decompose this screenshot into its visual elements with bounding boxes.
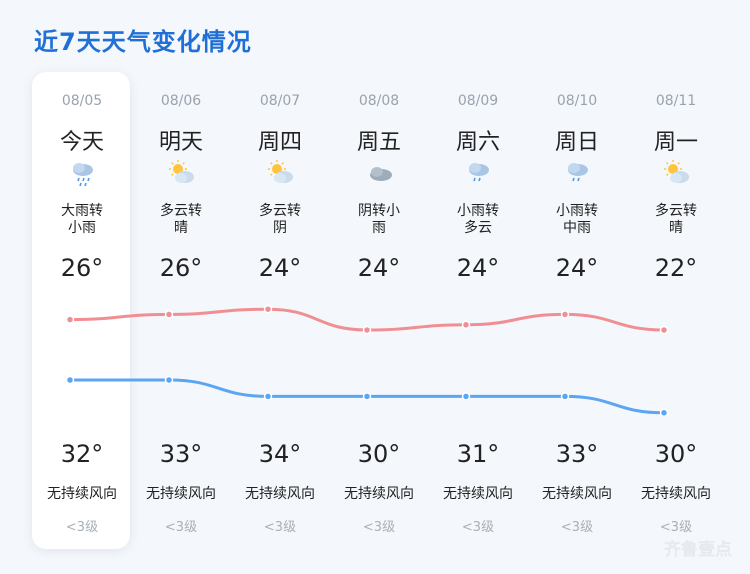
cool-temp-dot <box>65 375 75 385</box>
weather-desc-line: 晴 <box>669 220 683 236</box>
overcast-icon <box>365 158 395 188</box>
day-date: 08/08 <box>358 93 400 109</box>
cool-temp-dot <box>461 392 471 401</box>
warm-temp-dot <box>461 320 471 330</box>
weather-desc: 多云转阴 <box>230 203 330 237</box>
warm-temp-dot <box>659 325 669 335</box>
high-temp: 33° <box>555 440 599 468</box>
wind-direction: 无持续风向 <box>542 486 612 502</box>
weather-desc: 小雨转 中雨 <box>527 203 627 237</box>
low-temp: 22° <box>654 254 698 282</box>
wind-level: <3级 <box>560 520 594 535</box>
day-column[interactable]: 08/11 周一多云转晴 22° 30° 无持续风向 <3级 <box>626 0 726 574</box>
weather-desc-line: 小雨 <box>68 220 96 236</box>
day-name: 周四 <box>257 130 302 155</box>
day-name: 今天 <box>59 130 104 155</box>
weather-desc-line: 中雨 <box>563 220 591 236</box>
low-temp: 26° <box>60 254 104 282</box>
wind-level: <3级 <box>263 520 297 535</box>
day-date: 08/05 <box>61 93 103 109</box>
weather-desc-line: 阴 <box>273 220 287 236</box>
low-temp: 26° <box>159 254 203 282</box>
partly-cloudy-icon <box>266 158 296 188</box>
weather-desc-line: 多云转 <box>259 203 301 219</box>
weather-desc-line: 雨 <box>372 220 386 236</box>
low-temp: 24° <box>258 254 302 282</box>
wind-direction: 无持续风向 <box>47 486 117 502</box>
wind-direction: 无持续风向 <box>344 486 414 502</box>
day-name: 明天 <box>158 130 203 155</box>
high-temp: 34° <box>258 440 302 468</box>
light-rain-icon <box>464 158 494 188</box>
weather-desc-line: 多云 <box>464 220 492 236</box>
weather-desc-line: 小雨转 <box>457 203 499 219</box>
weather-desc: 多云转晴 <box>626 203 726 237</box>
day-date: 08/09 <box>457 93 499 109</box>
partly-cloudy-icon <box>167 158 197 188</box>
low-temp: 24° <box>357 254 401 282</box>
weather-desc: 多云转晴 <box>131 203 231 237</box>
wind-direction: 无持续风向 <box>146 486 216 502</box>
day-column[interactable]: 08/07 周四多云转阴 24° 34° 无持续风向 <3级 <box>230 0 330 574</box>
wind-direction: 无持续风向 <box>641 486 711 502</box>
light-rain-icon <box>563 158 593 188</box>
wind-level: <3级 <box>659 520 693 535</box>
high-temp: 30° <box>654 440 698 468</box>
cool-temp-dot <box>659 408 669 418</box>
weather-desc: 小雨转 多云 <box>428 203 528 237</box>
heavy-rain-icon <box>68 158 98 188</box>
today-card <box>32 72 130 549</box>
low-temp: 24° <box>456 254 500 282</box>
day-date: 08/11 <box>655 93 697 109</box>
warm-temp-dot <box>362 325 372 335</box>
day-name: 周日 <box>554 130 599 155</box>
wind-direction: 无持续风向 <box>443 486 513 502</box>
wind-direction: 无持续风向 <box>245 486 315 502</box>
cool-temp-dot <box>263 392 273 401</box>
partly-cloudy-icon <box>662 158 692 188</box>
high-temp: 31° <box>456 440 500 468</box>
day-column[interactable]: 08/09 周六小雨转 多云 24° 31° 无持续风向 <3级 <box>428 0 528 574</box>
warm-temp-dot <box>65 315 75 324</box>
day-column[interactable]: 08/06 明天多云转晴 26° 33° 无持续风向 <3级 <box>131 0 231 574</box>
day-name: 周六 <box>455 130 500 155</box>
day-name: 周五 <box>356 130 401 155</box>
wind-level: <3级 <box>362 520 396 535</box>
day-column[interactable]: 08/05 今天大雨转 小雨 26° 32° 无持续风向 <3级 <box>32 0 132 574</box>
wind-level: <3级 <box>65 520 99 535</box>
weather-desc-line: 多云转 <box>160 203 202 219</box>
wind-level: <3级 <box>164 520 198 535</box>
day-date: 08/07 <box>259 93 301 109</box>
high-temp: 32° <box>60 440 104 468</box>
weather-desc-line: 多云转 <box>655 203 697 219</box>
warm-temp-dot <box>263 304 273 314</box>
weather-desc: 大雨转 小雨 <box>32 203 132 237</box>
low-temp: 24° <box>555 254 599 282</box>
weather-desc-line: 晴 <box>174 220 188 236</box>
wind-level: <3级 <box>461 520 495 535</box>
watermark: 齐鲁壹点 <box>664 540 732 560</box>
cool-temp-dot <box>560 392 570 401</box>
page-title: 近7天天气变化情况 <box>34 28 252 56</box>
day-date: 08/06 <box>160 93 202 109</box>
cool-temp-dot <box>164 375 174 385</box>
warm-temp-dot <box>560 310 570 319</box>
high-temp: 33° <box>159 440 203 468</box>
day-date: 08/10 <box>556 93 598 109</box>
high-temp: 30° <box>357 440 401 468</box>
weather-desc-line: 大雨转 <box>61 203 103 219</box>
day-name: 周一 <box>653 130 698 155</box>
cool-temp-dot <box>362 392 372 401</box>
weather-desc: 阴转小雨 <box>329 203 429 237</box>
day-column[interactable]: 08/08 周五阴转小雨 24° 30° 无持续风向 <3级 <box>329 0 429 574</box>
weather-desc-line: 阴转小 <box>358 203 400 219</box>
day-column[interactable]: 08/10 周日小雨转 中雨 24° 33° 无持续风向 <3级 <box>527 0 627 574</box>
warm-temp-dot <box>164 310 174 319</box>
weather-desc-line: 小雨转 <box>556 203 598 219</box>
